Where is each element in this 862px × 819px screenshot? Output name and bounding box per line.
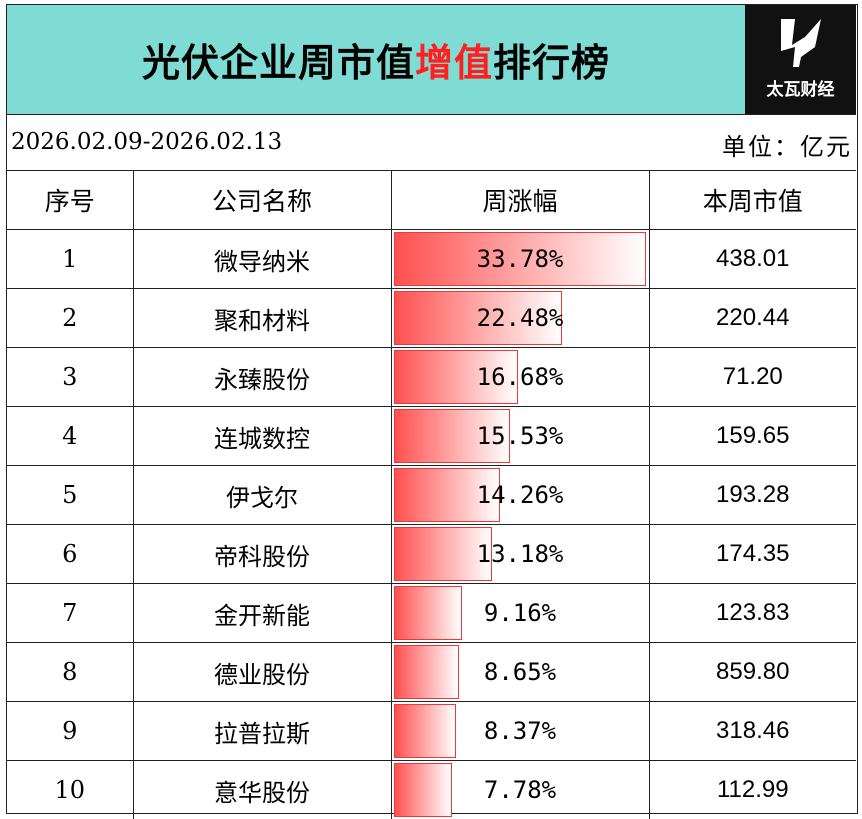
rank-cell: 10 xyxy=(7,761,133,819)
unit-label: 单位：亿元 xyxy=(722,127,852,162)
company-name-cell: 连城数控 xyxy=(133,407,391,466)
ranking-card: 光伏企业周市值增值排行榜 太瓦财经 2026.02.09-2026.02.13 … xyxy=(6,4,858,814)
company-name-cell: 金开新能 xyxy=(133,584,391,643)
market-cap-cell: 174.35 xyxy=(649,525,856,584)
change-label: 13.18% xyxy=(477,540,564,568)
company-name-cell: 微导纳米 xyxy=(133,230,391,289)
change-label: 7.78% xyxy=(484,776,556,804)
change-bar xyxy=(394,704,456,758)
header-company: 公司名称 xyxy=(133,171,391,230)
market-cap-cell: 112.99 xyxy=(649,761,856,819)
brand-logo: 太瓦财经 xyxy=(745,5,856,115)
change-cell: 8.37% xyxy=(391,702,649,761)
rank-cell: 3 xyxy=(7,348,133,407)
rank-cell: 1 xyxy=(7,230,133,289)
change-label: 14.26% xyxy=(477,481,564,509)
change-cell: 14.26% xyxy=(391,466,649,525)
table-header-row: 序号 公司名称 周涨幅 本周市值 xyxy=(7,171,856,230)
change-cell: 22.48% xyxy=(391,289,649,348)
market-cap-cell: 318.46 xyxy=(649,702,856,761)
market-cap-cell: 159.65 xyxy=(649,407,856,466)
date-range: 2026.02.09-2026.02.13 xyxy=(11,129,282,155)
change-cell: 9.16% xyxy=(391,584,649,643)
change-label: 8.37% xyxy=(484,717,556,745)
title-prefix: 光伏企业周市值 xyxy=(142,41,415,85)
company-name-cell: 永臻股份 xyxy=(133,348,391,407)
rank-cell: 8 xyxy=(7,643,133,702)
info-row: 2026.02.09-2026.02.13 单位：亿元 xyxy=(7,115,856,171)
rank-cell: 2 xyxy=(7,289,133,348)
logo-text: 太瓦财经 xyxy=(745,75,856,100)
market-cap-cell: 123.83 xyxy=(649,584,856,643)
market-cap-cell: 220.44 xyxy=(649,289,856,348)
change-cell: 8.65% xyxy=(391,643,649,702)
change-label: 22.48% xyxy=(477,304,564,332)
rank-cell: 9 xyxy=(7,702,133,761)
company-name-cell: 拉普拉斯 xyxy=(133,702,391,761)
company-name-cell: 聚和材料 xyxy=(133,289,391,348)
title-highlight: 增值 xyxy=(415,41,493,85)
rank-cell: 7 xyxy=(7,584,133,643)
change-cell: 33.78% xyxy=(391,230,649,289)
change-label: 15.53% xyxy=(477,422,564,450)
rank-cell: 4 xyxy=(7,407,133,466)
change-bar xyxy=(394,763,452,817)
header-change: 周涨幅 xyxy=(391,171,649,230)
market-cap-cell: 193.28 xyxy=(649,466,856,525)
company-name-cell: 帝科股份 xyxy=(133,525,391,584)
header-market-cap: 本周市值 xyxy=(649,171,856,230)
change-bar xyxy=(394,586,462,640)
lightning-bolt-icon xyxy=(775,17,827,69)
change-cell: 16.68% xyxy=(391,348,649,407)
change-cell: 13.18% xyxy=(391,525,649,584)
change-bar xyxy=(394,645,459,699)
change-label: 33.78% xyxy=(477,245,564,273)
header-rank: 序号 xyxy=(7,171,133,230)
page-title: 光伏企业周市值增值排行榜 xyxy=(142,32,610,87)
title-bar: 光伏企业周市值增值排行榜 xyxy=(7,5,745,115)
market-cap-cell: 71.20 xyxy=(649,348,856,407)
company-name-cell: 伊戈尔 xyxy=(133,466,391,525)
rank-cell: 6 xyxy=(7,525,133,584)
change-label: 9.16% xyxy=(484,599,556,627)
change-cell: 7.78% xyxy=(391,761,649,819)
title-suffix: 排行榜 xyxy=(493,41,610,85)
change-label: 8.65% xyxy=(484,658,556,686)
rank-cell: 5 xyxy=(7,466,133,525)
market-cap-cell: 438.01 xyxy=(649,230,856,289)
company-name-cell: 德业股份 xyxy=(133,643,391,702)
company-name-cell: 意华股份 xyxy=(133,761,391,819)
change-cell: 15.53% xyxy=(391,407,649,466)
market-cap-cell: 859.80 xyxy=(649,643,856,702)
change-label: 16.68% xyxy=(477,363,564,391)
